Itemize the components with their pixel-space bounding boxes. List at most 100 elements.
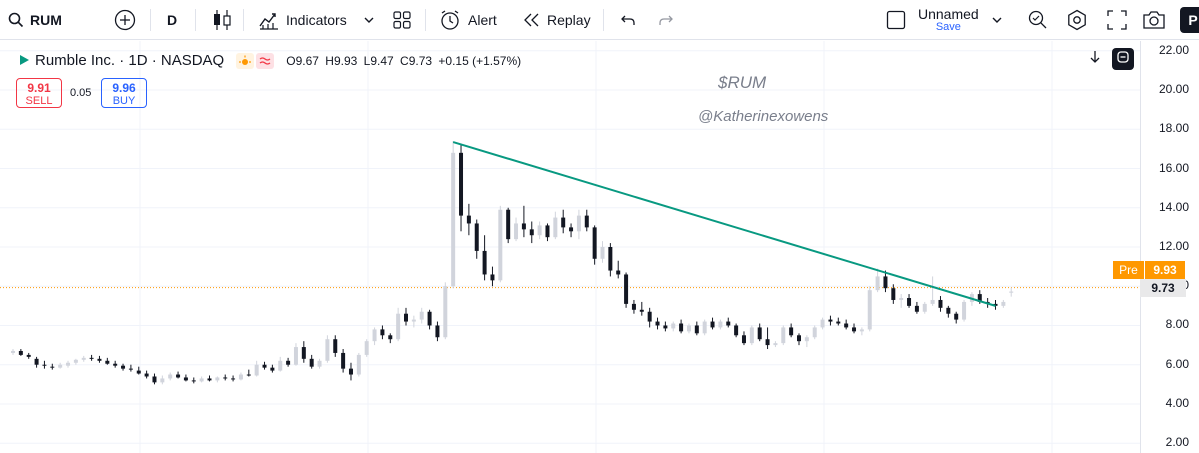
candle [231, 375, 236, 382]
symbol-legend: Rumble Inc. · 1D · NASDAQ O9.67 H9.93 L9… [18, 52, 521, 69]
settings-button[interactable] [1066, 0, 1088, 40]
candle-body [451, 152, 456, 287]
open-label: O [286, 53, 296, 68]
high-value: 9.93 [333, 53, 358, 68]
candle [152, 373, 157, 385]
candle [875, 268, 880, 293]
fullscreen-button[interactable] [1107, 0, 1127, 40]
candle [686, 323, 691, 334]
alert-button[interactable]: Alert [439, 0, 497, 40]
candle-body [176, 374, 181, 378]
candle [459, 144, 464, 232]
layout-dropdown[interactable] [992, 0, 1002, 40]
candle-body [183, 377, 188, 381]
candle-body [356, 354, 361, 375]
indicators-dropdown[interactable] [364, 0, 374, 40]
chart-type-button[interactable] [212, 0, 232, 40]
candle [576, 209, 581, 240]
candle-body [466, 215, 471, 224]
candle [404, 307, 408, 326]
candle [58, 362, 63, 369]
undo-button[interactable] [620, 0, 636, 40]
candle [246, 369, 251, 377]
candle [553, 211, 558, 240]
sell-button[interactable]: 9.91 SELL [16, 78, 62, 108]
candle-body [938, 299, 943, 308]
search-icon [8, 12, 24, 28]
object-tree-button[interactable] [1112, 48, 1134, 70]
layout-checkbox[interactable] [886, 0, 906, 40]
indicators-label: Indicators [286, 12, 347, 28]
candle [616, 260, 621, 279]
candle-body [946, 307, 951, 314]
candle [741, 331, 746, 346]
candle [545, 223, 550, 242]
candle [749, 325, 754, 346]
candle [144, 370, 149, 379]
candle [506, 207, 511, 244]
candle-body [608, 247, 613, 271]
candle [655, 317, 660, 330]
candle [199, 376, 204, 383]
candle [781, 325, 786, 346]
y-tick-label: 20.00 [1158, 82, 1189, 97]
market-status-icon [18, 53, 30, 69]
layout-name: Unnamed [918, 5, 979, 22]
redo-icon [658, 13, 674, 27]
candle [922, 301, 927, 314]
candle [789, 323, 794, 338]
scroll-down-button[interactable] [1084, 48, 1106, 70]
layout-name-button[interactable]: Unnamed Save [918, 0, 979, 40]
redo-button[interactable] [658, 0, 674, 40]
candle-body [136, 370, 141, 374]
candle [191, 377, 196, 384]
last-price-label: 9.73 [1140, 279, 1186, 297]
candles-icon [212, 9, 232, 31]
quick-search-button[interactable] [1027, 0, 1049, 40]
candle-body [545, 225, 550, 238]
avatar: P [1180, 7, 1199, 33]
replay-button[interactable]: Replay [523, 0, 591, 40]
symbol-search[interactable]: RUM [8, 0, 62, 40]
candle [270, 364, 275, 373]
candle-body [396, 313, 401, 340]
candle-body [718, 321, 723, 328]
candle [812, 325, 817, 340]
candle-body [388, 335, 393, 340]
candle-body [404, 313, 408, 322]
candle [223, 374, 228, 381]
candle [341, 349, 346, 373]
candle-body [962, 301, 967, 320]
compare-button[interactable] [114, 0, 136, 40]
candle-body [954, 313, 959, 320]
snapshot-button[interactable] [1142, 0, 1166, 40]
candle-body [333, 339, 338, 353]
interval-button[interactable]: D [167, 12, 178, 28]
buy-button[interactable]: 9.96 BUY [101, 78, 147, 108]
indicators-button[interactable]: Indicators [258, 0, 347, 40]
toolbar-divider [150, 9, 151, 31]
profile-button[interactable]: P [1180, 0, 1199, 40]
candle-body [930, 299, 935, 304]
candle [317, 358, 322, 369]
toolbar-divider [195, 9, 196, 31]
candle [899, 294, 904, 308]
candle-body [372, 329, 377, 342]
candle-body [836, 321, 841, 324]
templates-button[interactable] [393, 0, 411, 40]
candle-body [435, 325, 440, 338]
candle [183, 374, 188, 382]
price-axis[interactable]: 22.0020.0018.0016.0014.0012.0010.008.006… [1140, 41, 1199, 453]
candle-body [899, 298, 904, 300]
candle-body [121, 365, 126, 369]
candle-body [765, 339, 770, 346]
candle [930, 276, 935, 306]
candle [498, 205, 503, 283]
candle [757, 323, 762, 342]
toolbar-divider [243, 9, 244, 31]
candle-body [199, 378, 204, 382]
candle-body [529, 229, 534, 236]
candle [380, 325, 385, 340]
candle [482, 235, 487, 281]
